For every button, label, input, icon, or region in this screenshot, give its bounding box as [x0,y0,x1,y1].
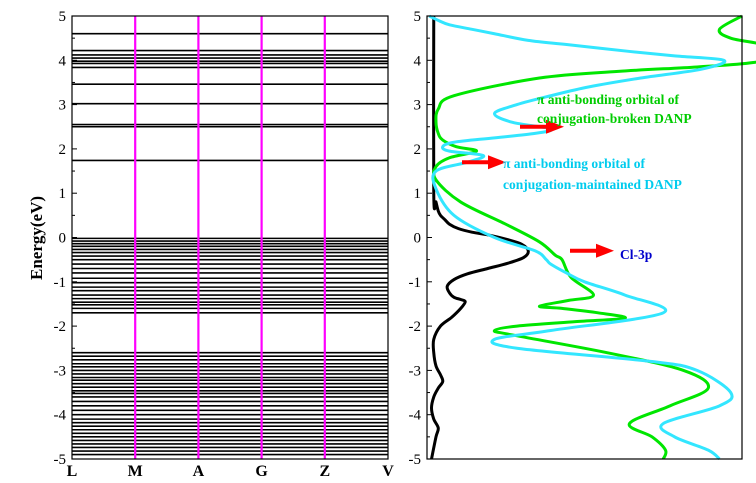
y-tick-label: 3 [414,98,422,114]
annotation-text: Cl-3p [620,247,652,262]
y-tick-label: -1 [54,275,67,291]
y-tick-label: 5 [59,9,67,25]
y-tick-label: -1 [409,275,422,291]
k-point-label: A [193,463,205,480]
y-tick-label: -2 [409,319,422,335]
y-tick-label: 2 [59,142,67,158]
dos-panel: -5 -4 -3 -2 -1 0 1 2 3 4 5 π anti-bonding orbital … [409,9,756,468]
annotation-text: π anti-bonding orbital of [537,92,680,107]
band-plot-frame [71,15,389,460]
dos-curve-1 [432,14,756,460]
y-tick-label: 4 [59,53,67,69]
dos-annotations: π anti-bonding orbital of conjugation-bro… [462,92,692,262]
annotation-text: conjugation-broken DANP [537,111,692,126]
k-point-lines [134,16,326,459]
y-tick-label: -3 [54,363,67,379]
y-tick-label: 2 [414,142,422,158]
y-tick-label: -5 [409,452,422,468]
y-tick-label: -4 [54,408,67,424]
y-axis-label: Energy(eV) [27,196,46,280]
dos-curves [428,14,756,461]
dos-curve-0 [430,15,530,460]
dos-y-ticks: -5 -4 -3 -2 -1 0 1 2 3 4 5 [409,9,432,468]
y-tick-label: 0 [414,231,422,247]
band-lines [72,32,388,456]
k-point-label: G [255,463,268,480]
k-point-label: V [382,463,394,480]
band-structure-panel: -5 -4 -3 -2 -1 0 1 2 3 4 5 L M A G Z V Energy(eV) [27,9,394,480]
annotation-text: π anti-bonding orbital of [503,156,646,171]
annotation-text: conjugation-maintained DANP [503,177,682,192]
y-tick-label: -4 [409,408,422,424]
annotation-arrow-head [488,155,506,170]
y-tick-label: 0 [59,231,67,247]
k-point-label: M [128,463,143,480]
annotation-arrow-head [596,243,614,258]
y-tick-label: -3 [409,363,422,379]
dos-curve-2 [428,14,734,461]
band-y-ticks: -5 -4 -3 -2 -1 0 1 2 3 4 5 [54,9,77,468]
dos-plot-frame [426,15,743,460]
y-tick-label: -2 [54,319,67,335]
y-tick-label: 3 [59,98,67,114]
y-tick-label: -5 [54,452,67,468]
y-tick-label: 5 [414,9,422,25]
k-point-label: Z [319,463,330,480]
k-point-label: L [67,463,78,480]
y-tick-label: 1 [59,186,67,202]
annotation-arrow-head [546,119,564,134]
y-tick-label: 1 [414,186,422,202]
y-tick-label: 4 [414,53,422,69]
